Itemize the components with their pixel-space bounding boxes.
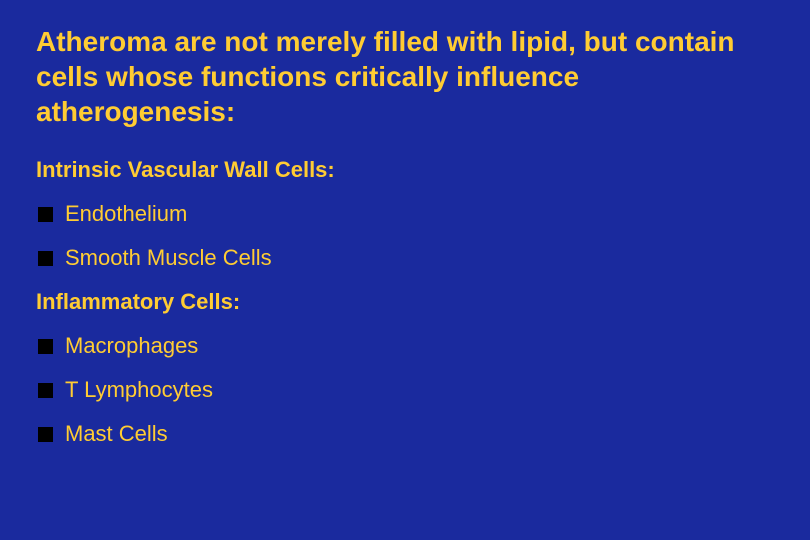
square-bullet-icon <box>38 251 53 266</box>
list-item: Macrophages <box>36 333 774 359</box>
square-bullet-icon <box>38 207 53 222</box>
list-item: T Lymphocytes <box>36 377 774 403</box>
list-item: Mast Cells <box>36 421 774 447</box>
bullet-text: Mast Cells <box>65 421 168 447</box>
bullet-text: Smooth Muscle Cells <box>65 245 272 271</box>
slide-title: Atheroma are not merely filled with lipi… <box>36 24 774 129</box>
square-bullet-icon <box>38 339 53 354</box>
bullet-text: Macrophages <box>65 333 198 359</box>
bullet-text: Endothelium <box>65 201 187 227</box>
section-heading-0: Intrinsic Vascular Wall Cells: <box>36 157 774 183</box>
section-heading-1: Inflammatory Cells: <box>36 289 774 315</box>
square-bullet-icon <box>38 427 53 442</box>
square-bullet-icon <box>38 383 53 398</box>
bullet-text: T Lymphocytes <box>65 377 213 403</box>
list-item: Endothelium <box>36 201 774 227</box>
list-item: Smooth Muscle Cells <box>36 245 774 271</box>
